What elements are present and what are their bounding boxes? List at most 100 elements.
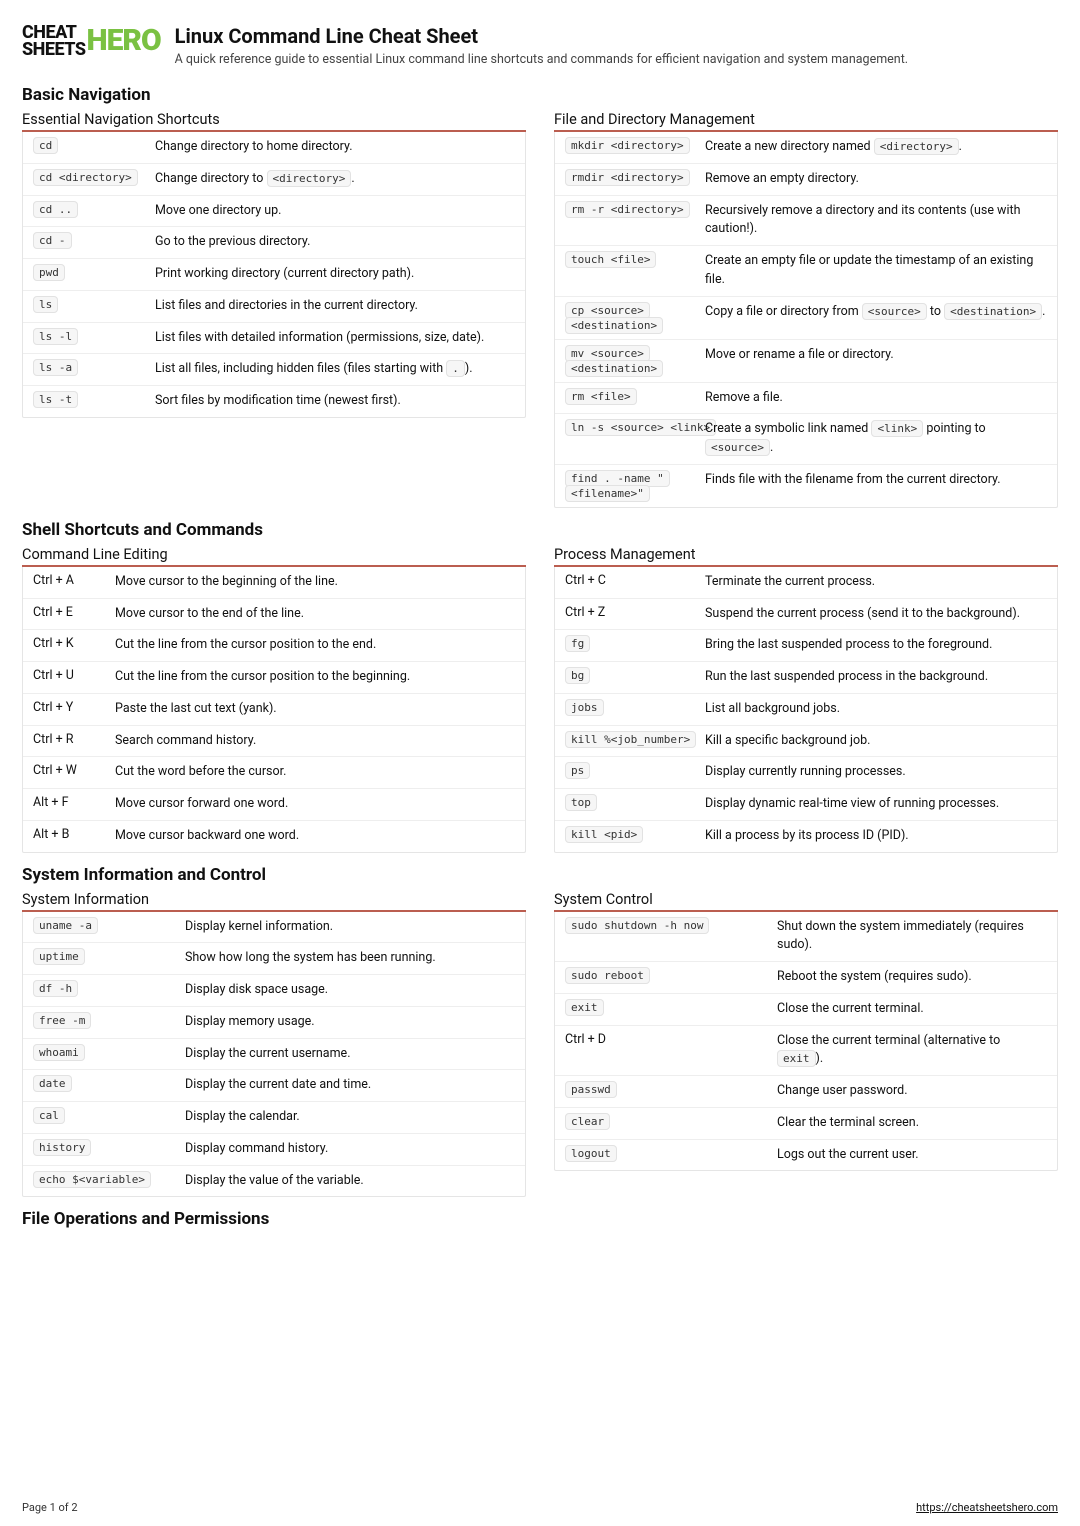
command-chip: passwd <box>565 1081 617 1098</box>
table-row: Ctrl + CTerminate the current process. <box>555 567 1057 598</box>
command-cell: uptime <box>33 949 173 964</box>
title-block: Linux Command Line Cheat Sheet A quick r… <box>175 24 908 67</box>
table-row: Ctrl + WCut the word before the cursor. <box>23 756 525 788</box>
command-cell: Ctrl + W <box>33 763 103 778</box>
footer-link[interactable]: https://cheatsheetshero.com <box>916 1501 1058 1514</box>
description-cell: Display currently running processes. <box>705 763 1047 782</box>
command-cell: jobs <box>565 700 693 715</box>
command-table: sudo shutdown -h nowShut down the system… <box>554 912 1058 1172</box>
description-cell: Kill a process by its process ID (PID). <box>705 827 1047 846</box>
key-combo: Ctrl + D <box>565 1032 606 1047</box>
command-cell: clear <box>565 1114 765 1129</box>
table-row: fg Bring the last suspended process to th… <box>555 629 1057 661</box>
command-chip: <filename>" <box>565 485 650 502</box>
description-cell: List files and directories in the curren… <box>155 297 515 316</box>
table-row: cd <directory>Change directory to <direc… <box>23 163 525 195</box>
description-cell: Close the current terminal (alternative … <box>777 1032 1047 1070</box>
command-cell: Ctrl + Y <box>33 700 103 715</box>
table-row: clear Clear the terminal screen. <box>555 1107 1057 1139</box>
table-row: Ctrl + KCut the line from the cursor pos… <box>23 629 525 661</box>
command-table: cdChange directory to home directory.cd … <box>22 132 526 418</box>
description-cell: Search command history. <box>115 732 515 751</box>
table-row: ls -t Sort files by modification time (ne… <box>23 385 525 417</box>
command-chip: ps <box>565 762 590 779</box>
command-chip: date <box>33 1075 72 1092</box>
section-heading: System Information and Control <box>22 865 1058 885</box>
command-cell: sudo reboot <box>565 968 765 983</box>
command-chip: pwd <box>33 264 65 281</box>
command-cell: free -m <box>33 1013 173 1028</box>
description-cell: Sort files by modification time (newest … <box>155 392 515 411</box>
command-chip: df -h <box>33 980 78 997</box>
command-cell: Ctrl + D <box>565 1032 765 1047</box>
key-combo: Ctrl + K <box>33 636 74 651</box>
footer: Page 1 of 2 https://cheatsheetshero.com <box>22 1501 1058 1514</box>
command-table: mkdir <directory> Create a new directory … <box>554 132 1058 508</box>
description-cell: Change directory to home directory. <box>155 138 515 157</box>
description-cell: List files with detailed information (pe… <box>155 329 515 348</box>
subsection-title: Process Management <box>554 546 1058 563</box>
command-cell: echo $<variable> <box>33 1172 173 1187</box>
command-chip: touch <file> <box>565 251 656 268</box>
columns: Command Line EditingCtrl + AMove cursor … <box>22 546 1058 853</box>
table-row: ls -aList all files, including hidden fi… <box>23 353 525 385</box>
table-row: sudo rebootReboot the system (requires s… <box>555 961 1057 993</box>
command-chip: jobs <box>565 699 604 716</box>
table-row: Ctrl + EMove cursor to the end of the li… <box>23 598 525 630</box>
table-row: cd -Go to the previous directory. <box>23 226 525 258</box>
command-table: Ctrl + AMove cursor to the beginning of … <box>22 567 526 853</box>
subsection-title: System Information <box>22 891 526 908</box>
command-chip: cal <box>33 1107 65 1124</box>
description-cell: Close the current terminal. <box>777 1000 1047 1019</box>
command-cell: mkdir <directory> <box>565 138 693 153</box>
command-cell: cd - <box>33 233 143 248</box>
table-row: ls List files and directories in the curr… <box>23 290 525 322</box>
table-row: cp <source><destination>Copy a file or d… <box>555 296 1057 339</box>
subsection-title: System Control <box>554 891 1058 908</box>
description-cell: Cut the line from the cursor position to… <box>115 668 515 687</box>
section-heading: File Operations and Permissions <box>22 1209 1058 1229</box>
table-row: mv <source><destination>Move or rename a… <box>555 339 1057 382</box>
command-table: Ctrl + CTerminate the current process.Ct… <box>554 567 1058 853</box>
description-cell: Move cursor to the end of the line. <box>115 605 515 624</box>
description-cell: Terminate the current process. <box>705 573 1047 592</box>
description-cell: Clear the terminal screen. <box>777 1114 1047 1133</box>
description-cell: List all files, including hidden files (… <box>155 360 515 379</box>
description-cell: Create a new directory named <directory>… <box>705 138 1047 157</box>
table-row: ls -l List files with detailed informatio… <box>23 322 525 354</box>
description-cell: Move cursor to the beginning of the line… <box>115 573 515 592</box>
table-row: sudo shutdown -h nowShut down the system… <box>555 912 1057 962</box>
content: Basic NavigationEssential Navigation Sho… <box>22 85 1058 1197</box>
inline-code: <destination> <box>944 303 1042 320</box>
description-cell: Change user password. <box>777 1082 1047 1101</box>
description-cell: Bring the last suspended process to the … <box>705 636 1047 655</box>
table-row: pwd Print working directory (current dire… <box>23 258 525 290</box>
table-row: rm -r <directory>Recursively remove a di… <box>555 195 1057 246</box>
command-chip: cd .. <box>33 201 78 218</box>
description-cell: Move one directory up. <box>155 202 515 221</box>
table-row: echo $<variable>Display the value of the… <box>23 1165 525 1197</box>
command-chip: ls <box>33 296 58 313</box>
description-cell: Shut down the system immediately (requir… <box>777 918 1047 956</box>
command-chip: whoami <box>33 1044 85 1061</box>
key-combo: Ctrl + U <box>33 668 74 683</box>
command-cell: ls <box>33 297 143 312</box>
key-combo: Ctrl + R <box>33 732 74 747</box>
command-chip: clear <box>565 1113 610 1130</box>
key-combo: Ctrl + Y <box>33 700 73 715</box>
command-cell: fg <box>565 636 693 651</box>
table-row: ps Display currently running processes. <box>555 756 1057 788</box>
command-cell: Alt + F <box>33 795 103 810</box>
command-chip: cd - <box>33 232 72 249</box>
description-cell: Suspend the current process (send it to … <box>705 605 1047 624</box>
inline-code: <directory> <box>267 170 352 187</box>
command-chip: bg <box>565 667 590 684</box>
table-row: topDisplay dynamic real-time view of run… <box>555 788 1057 820</box>
command-chip: top <box>565 794 597 811</box>
command-chip: ls -t <box>33 391 78 408</box>
table-row: free -mDisplay memory usage. <box>23 1006 525 1038</box>
command-chip: kill %<job_number> <box>565 731 696 748</box>
description-cell: Print working directory (current directo… <box>155 265 515 284</box>
command-cell: history <box>33 1140 173 1155</box>
command-cell: ls -l <box>33 329 143 344</box>
